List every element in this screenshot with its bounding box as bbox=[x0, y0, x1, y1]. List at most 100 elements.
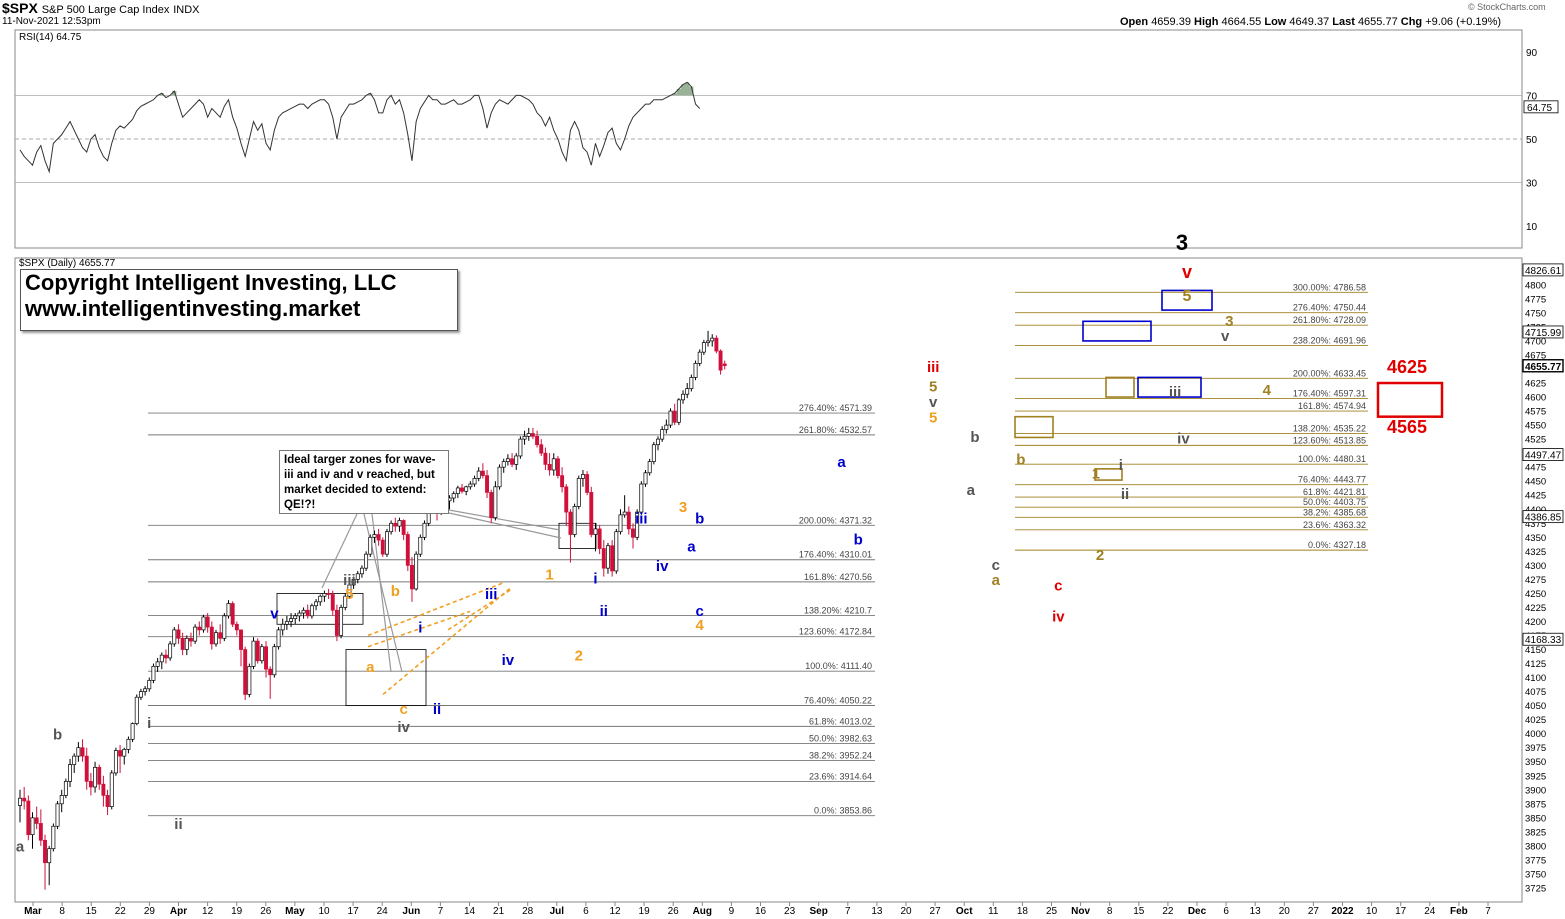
rsi-tick-label: 30 bbox=[1526, 179, 1538, 190]
x-axis-label: 7 bbox=[845, 906, 851, 917]
low-label: Low bbox=[1264, 16, 1287, 28]
x-axis-label: 14 bbox=[464, 906, 476, 917]
candle-body bbox=[72, 755, 77, 765]
candle-body bbox=[105, 795, 110, 807]
candle-body bbox=[143, 688, 148, 692]
candle-body bbox=[635, 511, 640, 538]
candle-body bbox=[497, 466, 502, 488]
x-axis-label: 22 bbox=[115, 906, 127, 917]
fib-label-right: 276.40%: 4750.44 bbox=[1293, 303, 1366, 313]
candle-body bbox=[201, 616, 206, 631]
candle-body bbox=[668, 410, 673, 426]
wave-label: 3 bbox=[1225, 313, 1233, 330]
price-tick-label: 4200 bbox=[1525, 617, 1546, 628]
price-marker-box bbox=[1522, 325, 1564, 339]
x-axis-label: 8 bbox=[1107, 906, 1113, 917]
candle-body bbox=[22, 797, 27, 802]
x-axis-label: 6 bbox=[1223, 906, 1229, 917]
candle-body bbox=[339, 607, 344, 636]
x-axis-label: 24 bbox=[1424, 906, 1436, 917]
x-axis-label: 11 bbox=[988, 906, 999, 917]
wave-label: iv bbox=[397, 719, 410, 736]
wave-label: 5 bbox=[345, 586, 353, 603]
open-label: Open bbox=[1120, 16, 1149, 28]
candle-body bbox=[610, 545, 615, 572]
candle-body bbox=[651, 444, 656, 462]
candle-body bbox=[118, 750, 123, 757]
fib-label-right: 0.0%: 4327.18 bbox=[1308, 540, 1366, 550]
wave-label: iii bbox=[927, 359, 940, 376]
candle-body bbox=[389, 522, 394, 533]
candle-body bbox=[685, 388, 690, 395]
candle-body bbox=[172, 629, 177, 645]
candle-body bbox=[485, 475, 489, 493]
wave-label: i bbox=[593, 570, 597, 587]
x-axis-label: 24 bbox=[377, 906, 389, 917]
x-axis-label: 2022 bbox=[1331, 906, 1354, 917]
fib-label-left: 50.0%: 3982.63 bbox=[809, 733, 872, 743]
symbol: $SPX bbox=[2, 0, 38, 16]
price-tick-label: 4450 bbox=[1525, 477, 1546, 488]
high-label: High bbox=[1194, 16, 1219, 28]
fib-label-right: 61.8%: 4421.81 bbox=[1303, 487, 1366, 497]
candle-body bbox=[660, 429, 665, 440]
x-axis-label: 13 bbox=[871, 906, 883, 917]
candle-body bbox=[643, 472, 648, 485]
candle-body bbox=[113, 750, 118, 774]
price-tick-label: 4075 bbox=[1525, 687, 1546, 698]
candle-body bbox=[722, 363, 727, 366]
target-zone-box bbox=[1094, 468, 1123, 481]
fib-label-left: 276.40%: 4571.39 bbox=[799, 403, 872, 413]
price-tick-label: 4000 bbox=[1525, 729, 1546, 740]
fib-label-left: 0.0%: 3853.86 bbox=[814, 806, 872, 816]
price-tick-label: 3825 bbox=[1525, 827, 1546, 838]
wave-label: ii bbox=[174, 816, 182, 833]
candle-body bbox=[585, 474, 590, 493]
candle-body bbox=[355, 573, 360, 580]
price-tick-label: 4750 bbox=[1525, 308, 1546, 319]
last-label: Last bbox=[1332, 16, 1355, 28]
candle-body bbox=[26, 800, 31, 836]
price-tick-label: 4600 bbox=[1525, 393, 1546, 404]
candle-body bbox=[359, 567, 364, 575]
x-axis-label: 6 bbox=[583, 906, 589, 917]
x-axis-label: May bbox=[285, 906, 305, 917]
x-axis-label: 10 bbox=[318, 906, 330, 917]
candle-body bbox=[701, 342, 706, 353]
candle-body bbox=[18, 797, 22, 806]
candle-body bbox=[122, 749, 127, 757]
candle-body bbox=[514, 455, 519, 465]
price-tick-label: 4125 bbox=[1525, 659, 1546, 670]
candle-body bbox=[230, 603, 235, 625]
wave-label: 1 bbox=[545, 566, 553, 583]
price-marker-label: 4715.99 bbox=[1525, 328, 1562, 339]
rsi-value-label: 64.75 bbox=[1527, 103, 1552, 114]
x-axis-label: 26 bbox=[260, 906, 272, 917]
wave-label: b bbox=[854, 532, 863, 549]
candle-body bbox=[101, 783, 106, 796]
price-tick-label: 4575 bbox=[1525, 407, 1546, 418]
candle-body bbox=[606, 545, 610, 569]
fib-label-left: 138.20%: 4210.7 bbox=[804, 605, 872, 615]
candle-body bbox=[255, 640, 260, 662]
x-axis-label: 23 bbox=[784, 906, 796, 917]
fib-label-right: 161.8%: 4574.94 bbox=[1298, 401, 1366, 411]
rsi-value-box bbox=[1523, 100, 1559, 114]
price-tick-label: 4375 bbox=[1525, 519, 1546, 530]
candle-body bbox=[576, 478, 581, 507]
price-tick-label: 3925 bbox=[1525, 771, 1546, 782]
candle-body bbox=[522, 435, 527, 440]
candle-body bbox=[626, 511, 631, 530]
candle-body bbox=[147, 680, 152, 690]
candle-body bbox=[251, 640, 256, 667]
wave-label: b bbox=[1016, 451, 1025, 468]
target-zone-box bbox=[1082, 320, 1152, 342]
candle-body bbox=[580, 474, 585, 479]
candle-body bbox=[639, 483, 644, 513]
wave-label: v bbox=[1221, 328, 1230, 345]
price-marker-box bbox=[1522, 263, 1564, 277]
open-value: 4659.39 bbox=[1151, 16, 1191, 28]
wave-label: c bbox=[696, 603, 704, 620]
candle-body bbox=[88, 781, 93, 788]
